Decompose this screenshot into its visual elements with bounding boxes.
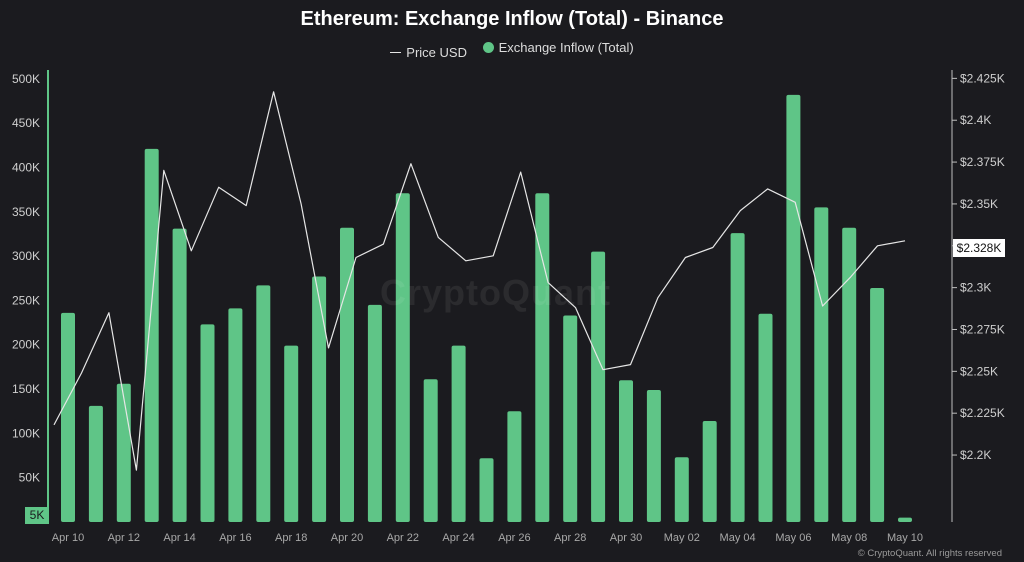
right-tick-label: $2.375K bbox=[960, 155, 1005, 169]
inflow-bar bbox=[395, 193, 410, 523]
x-tick-label: May 10 bbox=[887, 532, 923, 544]
inflow-bar bbox=[367, 304, 382, 522]
x-tick-label: May 02 bbox=[664, 532, 700, 544]
legend: Price USD Exchange Inflow (Total) bbox=[0, 40, 1024, 60]
left-tick-label: 500K bbox=[12, 72, 40, 86]
inflow-bar bbox=[340, 227, 354, 522]
inflow-bar bbox=[507, 411, 522, 522]
right-tick-label: $2.35K bbox=[960, 197, 998, 211]
chart-title: Ethereum: Exchange Inflow (Total) - Bina… bbox=[300, 8, 724, 30]
inflow-bar bbox=[144, 148, 159, 523]
inflow-bar bbox=[200, 324, 215, 522]
left-tick-label: 450K bbox=[12, 116, 40, 130]
inflow-bar bbox=[256, 285, 271, 522]
x-tick-label: Apr 10 bbox=[52, 532, 84, 544]
legend-label-price: Price USD bbox=[406, 45, 467, 60]
left-tick-label: 400K bbox=[12, 160, 40, 174]
left-tick-label: 200K bbox=[12, 338, 40, 352]
legend-line-swatch bbox=[390, 52, 402, 53]
left-tick-label: 50K bbox=[19, 471, 40, 485]
legend-item-inflow[interactable]: Exchange Inflow (Total) bbox=[482, 40, 634, 55]
inflow-bar bbox=[842, 227, 857, 522]
x-tick-label: Apr 16 bbox=[219, 532, 251, 544]
x-tick-label: Apr 12 bbox=[108, 532, 140, 544]
inflow-bar bbox=[674, 457, 689, 522]
left-tick-label: 350K bbox=[12, 205, 40, 219]
left-tick-label: 250K bbox=[12, 293, 40, 307]
inflow-bar bbox=[228, 308, 243, 522]
right-tick-label: $2.4K bbox=[960, 113, 991, 127]
legend-item-price[interactable]: Price USD bbox=[390, 45, 467, 60]
watermark: CryptoQuant bbox=[380, 272, 611, 313]
inflow-bar bbox=[619, 380, 633, 522]
x-tick-label: Apr 22 bbox=[387, 532, 419, 544]
left-tick-label: 300K bbox=[12, 249, 40, 263]
inflow-bar bbox=[61, 312, 75, 522]
inflow-bar bbox=[172, 228, 187, 523]
left-axis-current-value: 5K bbox=[25, 507, 49, 524]
inflow-bar bbox=[451, 345, 466, 522]
left-tick-label: 150K bbox=[12, 382, 40, 396]
right-axis-current-price: $2.328K bbox=[953, 239, 1005, 257]
x-tick-label: Apr 28 bbox=[554, 532, 586, 544]
inflow-bar bbox=[730, 233, 745, 522]
inflow-bar bbox=[479, 458, 494, 522]
price-usd-line bbox=[53, 91, 906, 471]
inflow-bar bbox=[284, 345, 299, 522]
inflow-bar bbox=[116, 383, 131, 522]
inflow-bar bbox=[870, 288, 885, 522]
x-tick-label: May 06 bbox=[775, 532, 811, 544]
inflow-bar bbox=[898, 517, 912, 522]
right-tick-label: $2.25K bbox=[960, 364, 998, 378]
copyright-notice: © CryptoQuant. All rights reserved bbox=[857, 548, 1002, 559]
inflow-bar bbox=[312, 276, 327, 522]
x-tick-label: Apr 14 bbox=[163, 532, 195, 544]
x-tick-label: Apr 18 bbox=[275, 532, 307, 544]
x-tick-label: May 08 bbox=[831, 532, 867, 544]
inflow-bar bbox=[758, 313, 773, 522]
legend-dot-swatch bbox=[482, 42, 494, 53]
x-tick-label: Apr 26 bbox=[498, 532, 530, 544]
inflow-bar bbox=[591, 251, 606, 522]
x-tick-label: Apr 30 bbox=[610, 532, 642, 544]
inflow-bar bbox=[88, 405, 103, 522]
inflow-bar bbox=[423, 379, 438, 522]
x-tick-label: Apr 20 bbox=[331, 532, 363, 544]
x-tick-label: Apr 24 bbox=[442, 532, 474, 544]
x-tick-label: May 04 bbox=[720, 532, 756, 544]
right-tick-label: $2.2K bbox=[960, 448, 991, 462]
right-tick-label: $2.225K bbox=[960, 406, 1005, 420]
left-tick-label: 100K bbox=[12, 426, 40, 440]
right-tick-label: $2.3K bbox=[960, 281, 991, 295]
inflow-bar bbox=[786, 94, 801, 523]
right-tick-label: $2.275K bbox=[960, 322, 1005, 336]
inflow-bar bbox=[702, 420, 717, 522]
inflow-bar bbox=[535, 193, 550, 523]
right-tick-label: $2.425K bbox=[960, 71, 1005, 85]
inflow-bar bbox=[646, 389, 661, 522]
inflow-bar bbox=[563, 315, 578, 522]
inflow-bar bbox=[814, 207, 829, 522]
legend-label-inflow: Exchange Inflow (Total) bbox=[498, 40, 634, 55]
